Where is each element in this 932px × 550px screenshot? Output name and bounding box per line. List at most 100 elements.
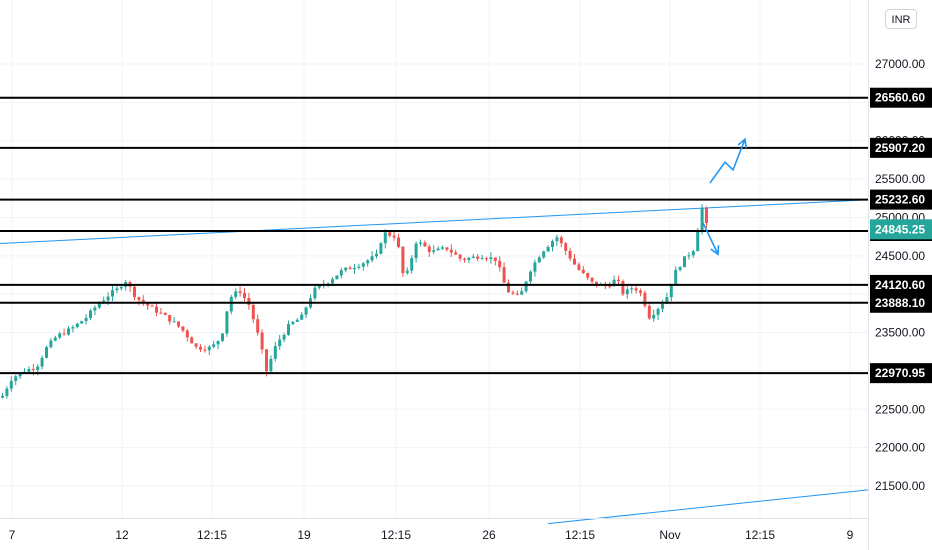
candlesticks [1,204,708,399]
candlestick [511,290,515,296]
candle-body [344,267,348,271]
candlestick [564,241,568,256]
candle-body [339,270,343,276]
candle-body [163,313,167,315]
candle-body [467,257,471,260]
candle-body [555,237,559,242]
candle-body [260,332,264,350]
candlestick [524,280,528,294]
candlestick [643,290,647,308]
candle-body [449,249,453,253]
level-price-tag: 25232.60 [870,189,932,210]
candle-body [221,333,224,341]
level-price-tag-text: 26560.60 [875,91,925,105]
candle-body [454,252,458,255]
candle-body [295,319,299,322]
candle-body [647,305,651,319]
candlestick [375,249,378,259]
level-price-tag-text: 24120.60 [875,278,925,292]
candle-body [18,372,22,377]
trendline[interactable] [0,199,869,245]
candlestick [445,247,449,252]
current-price-tag: 24845.25 [870,219,932,240]
candle-body [14,376,18,381]
candlestick [40,355,44,370]
candlestick [590,277,594,284]
forecast-arrow[interactable] [709,138,746,184]
x-tick-label: 12:15 [745,528,775,542]
candle-body [229,296,233,312]
candle-body [388,232,392,236]
candlestick [133,284,136,301]
forecast-arrow[interactable] [702,222,719,255]
trendline[interactable] [547,489,869,525]
candle-body [247,298,251,305]
candle-body [168,314,172,322]
candle-body [700,207,704,231]
candlestick [414,241,418,263]
candle-body [436,248,440,251]
candle-body [498,260,502,268]
x-tick-label: 19 [297,528,311,542]
candlestick [652,309,656,322]
candle-body [564,243,568,251]
candle-body [265,349,268,372]
candle-body [335,275,339,280]
candle-body [480,258,484,260]
candle-body [225,311,229,334]
candlestick [546,245,550,252]
candlestick [291,320,295,326]
candlestick [401,246,405,277]
candle-body [577,264,581,270]
candlestick [67,325,70,336]
x-tick-label: 12:15 [197,528,227,542]
candlestick [229,294,233,315]
currency-badge[interactable]: INR [885,9,917,29]
candle-body [67,328,70,335]
candle-body [269,358,273,372]
candlestick [366,259,370,267]
candlestick [573,253,576,266]
candle-body [357,266,361,268]
candlestick [485,256,488,262]
candlestick [370,251,374,263]
candle-body [669,283,673,298]
candle-body [419,242,422,244]
forecast-arrows[interactable] [702,137,747,256]
candlestick [559,235,563,248]
candle-body [625,289,629,295]
candle-body [75,323,79,328]
candlestick [361,262,365,271]
candlestick [225,311,229,337]
candle-body [524,281,528,292]
level-price-tag-bg [870,292,932,313]
candle-body [27,369,31,372]
candlestick [115,285,119,294]
y-tick-label: 23500.00 [875,326,925,340]
candlestick [493,257,497,266]
candlestick [194,342,198,349]
candlestick [75,322,79,329]
candle-body [89,310,92,318]
candle-body [617,279,620,282]
candle-body [256,319,260,333]
x-tick-label: 12:15 [381,528,411,542]
candlestick [630,286,634,294]
horizontal-levels[interactable] [0,96,868,375]
candle-body [405,270,409,274]
level-price-tag-text: 23888.10 [875,296,925,310]
candlestick [212,340,216,349]
candle-body [661,303,664,309]
candlestick [300,311,304,320]
candlestick [128,280,132,292]
candle-body [234,291,238,297]
candle-body [639,290,642,293]
trendlines[interactable] [0,199,869,525]
candle-body [643,292,647,306]
candlestick [339,267,343,279]
candle-body [331,279,334,284]
candlestick [647,303,651,320]
candlestick [449,244,453,257]
